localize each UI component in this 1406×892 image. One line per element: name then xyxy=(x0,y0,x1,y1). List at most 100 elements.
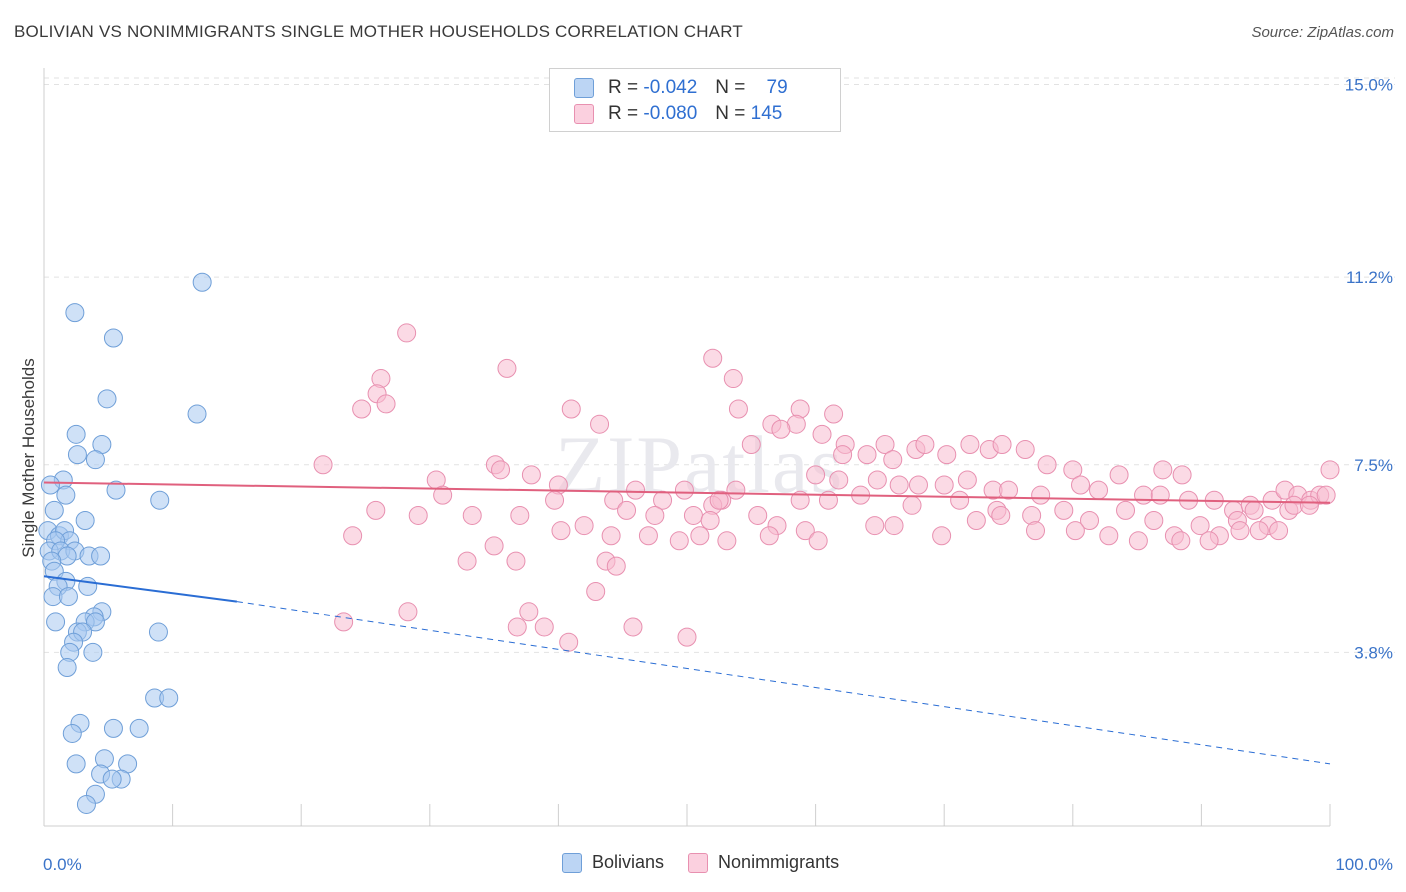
bolivian-point xyxy=(46,612,66,632)
bolivian-point xyxy=(150,490,170,510)
nonimmigrant-point xyxy=(366,500,386,520)
bolivian-point xyxy=(85,450,105,470)
nonimmigrant-point xyxy=(950,490,970,510)
bolivian-point xyxy=(44,500,64,520)
nonimmigrant-point xyxy=(683,505,703,525)
legend-row-nonimmigrants: R = -0.080 N = 145 xyxy=(574,103,782,125)
x-tick-label-max: 100.0% xyxy=(1335,855,1393,874)
legend-row-bolivians: R = -0.042 N = 79 xyxy=(574,77,788,99)
nonimmigrant-point xyxy=(759,526,779,546)
nonimmigrant-point xyxy=(645,505,665,525)
nonimmigrant-point xyxy=(1320,460,1340,480)
nonimmigrant-point xyxy=(507,617,527,637)
nonimmigrant-point xyxy=(1190,516,1210,536)
y-tick-label: 15.0% xyxy=(1345,76,1393,95)
nonimmigrant-point xyxy=(343,526,363,546)
y-tick-label: 7.5% xyxy=(1354,456,1393,475)
nonimmigrant-point xyxy=(865,516,885,536)
nonimmigrant-point xyxy=(1144,511,1164,531)
nonimmigrant-point xyxy=(653,490,673,510)
x-tick-label-min: 0.0% xyxy=(43,855,82,874)
nonimmigrant-point xyxy=(1262,490,1282,510)
nonimmigrant-point xyxy=(915,434,935,454)
nonimmigrant-point xyxy=(703,348,723,368)
nonimmigrant-point xyxy=(1134,485,1154,505)
nonimmigrant-point xyxy=(790,490,810,510)
source-label: Source: ZipAtlas.com xyxy=(1251,24,1394,41)
nonimmigrant-point xyxy=(1230,521,1250,541)
nonimmigrant-point xyxy=(1244,500,1264,520)
bolivian-point xyxy=(85,612,105,632)
nonimmigrant-point xyxy=(1026,521,1046,541)
bolivian-point xyxy=(102,769,122,789)
bolivian-point xyxy=(106,480,126,500)
bolivian-point xyxy=(91,546,111,566)
nonimmigrant-point xyxy=(398,602,418,622)
legend-swatch-pink xyxy=(688,852,709,873)
correlation-legend: R = -0.042 N = 79 R = -0.080 N = 145 xyxy=(549,68,841,132)
bolivian-point xyxy=(103,328,123,348)
legend-n-value: 79 xyxy=(766,77,788,98)
nonimmigrant-point xyxy=(1172,465,1192,485)
bolivian-point xyxy=(148,622,168,642)
nonimmigrant-point xyxy=(1080,511,1100,531)
y-tick-labels: 3.8% 7.5% 11.2% 15.0% xyxy=(1345,76,1393,663)
x-tick-labels: 0.0% 100.0% xyxy=(43,855,1393,874)
legend-swatch-blue xyxy=(562,852,582,873)
nonimmigrant-point xyxy=(1249,521,1269,541)
nonimmigrant-point xyxy=(551,521,571,541)
bolivian-point xyxy=(187,404,207,424)
nonimmigrant-point xyxy=(669,531,689,551)
nonimmigrants-trend-line xyxy=(43,481,1331,504)
legend-n-label: N = xyxy=(715,103,746,124)
nonimmigrant-point xyxy=(806,465,826,485)
nonimmigrant-point xyxy=(497,358,517,378)
legend-r-value: -0.080 xyxy=(643,103,698,124)
legend-item-bolivians: Bolivians xyxy=(562,852,664,873)
bolivian-point xyxy=(56,485,76,505)
nonimmigrant-point xyxy=(1071,475,1091,495)
nonimmigrant-point xyxy=(521,465,541,485)
legend-r-label: R = xyxy=(608,103,639,124)
nonimmigrant-point xyxy=(748,505,768,525)
bolivians-points xyxy=(38,272,212,814)
bolivian-point xyxy=(66,424,86,444)
nonimmigrant-point xyxy=(510,505,530,525)
nonimmigrant-point xyxy=(376,394,396,414)
nonimmigrant-point xyxy=(397,323,417,343)
gridlines xyxy=(44,77,1395,653)
nonimmigrant-point xyxy=(601,526,621,546)
nonimmigrant-point xyxy=(334,612,354,632)
nonimmigrant-point xyxy=(1199,531,1219,551)
bolivians-trend-extension xyxy=(236,601,1331,765)
nonimmigrant-point xyxy=(484,536,504,556)
bolivian-point xyxy=(76,794,96,814)
nonimmigrant-point xyxy=(574,516,594,536)
nonimmigrant-point xyxy=(1063,460,1083,480)
nonimmigrant-point xyxy=(1150,485,1170,505)
y-axis-label: Single Mother Households xyxy=(19,358,38,557)
nonimmigrant-point xyxy=(771,419,791,439)
nonimmigrant-point xyxy=(313,455,333,475)
nonimmigrant-point xyxy=(992,434,1012,454)
bolivian-point xyxy=(62,723,82,743)
nonimmigrant-point xyxy=(889,475,909,495)
nonimmigrant-point xyxy=(519,602,539,622)
bolivian-point xyxy=(129,718,149,738)
nonimmigrant-point xyxy=(1116,500,1136,520)
nonimmigrant-point xyxy=(857,445,877,465)
nonimmigrant-point xyxy=(674,480,694,500)
nonimmigrant-point xyxy=(867,470,887,490)
nonimmigrant-point xyxy=(875,434,895,454)
nonimmigrant-point xyxy=(433,485,453,505)
bolivian-point xyxy=(58,587,78,607)
bolivian-point xyxy=(192,272,212,292)
nonimmigrant-point xyxy=(586,582,606,601)
nonimmigrant-point xyxy=(590,414,610,434)
chart-title: BOLIVIAN VS NONIMMIGRANTS SINGLE MOTHER … xyxy=(14,22,743,41)
legend-swatch-pink xyxy=(574,104,594,124)
legend-label-nonimmigrants: Nonimmigrants xyxy=(718,852,840,872)
bolivian-point xyxy=(65,303,85,323)
nonimmigrant-point xyxy=(690,526,710,546)
